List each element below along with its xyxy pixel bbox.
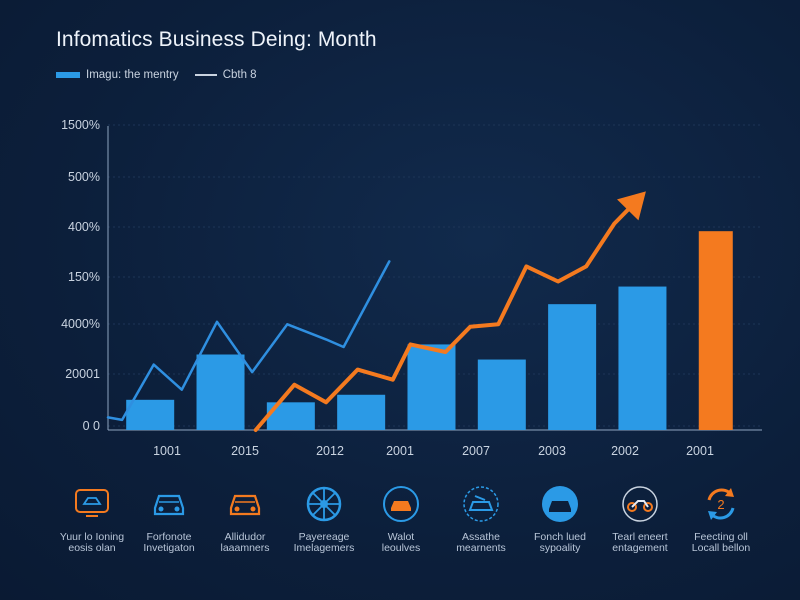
bar — [548, 304, 597, 430]
icon-label: Allidudor laaamners — [197, 532, 293, 554]
y-tick-label: 20001 — [65, 367, 100, 381]
bar — [337, 394, 386, 430]
car-repair-icon — [463, 486, 499, 522]
x-tick-label: 2001 — [686, 444, 714, 458]
legend: Imagu: the mentry Cbth 8 — [56, 67, 257, 83]
car-front-icon — [153, 494, 185, 516]
bar — [477, 359, 526, 430]
bar — [698, 231, 733, 430]
bar — [126, 399, 175, 430]
icon-label-line1: Assathe — [462, 531, 500, 543]
icon-label: Feecting oll Locall bellon — [673, 532, 769, 554]
icon-label: Payereage Imelagemers — [276, 532, 372, 554]
x-tick-label: 2001 — [386, 444, 414, 458]
chart-title: Infomatics Business Deing: Month — [56, 28, 377, 51]
y-tick-label: 500% — [68, 170, 100, 184]
icon-label: Walot leoulves — [353, 532, 449, 554]
icon-label-line1: Feecting oll — [694, 531, 748, 543]
icon-label-line2: Locall bellon — [691, 542, 751, 554]
icon-label-line1: Walot — [387, 531, 415, 543]
icon-label-line1: Fonch lued — [534, 531, 586, 543]
icon-label-line2: eosis olan — [68, 542, 116, 554]
icon-label-line1: Forfonote — [146, 531, 192, 543]
icon-label-line1: Allidudor — [224, 531, 266, 543]
icon-label: Tearl eneert entagement — [592, 532, 688, 554]
y-tick-label: 0 0 — [83, 419, 100, 433]
y-tick-label: 150% — [68, 270, 100, 284]
series-line-blue — [106, 260, 391, 422]
icon-label: Fonch lued sypoality — [512, 532, 608, 554]
x-tick-label: 2007 — [462, 444, 490, 458]
x-tick-label: 2012 — [316, 444, 344, 458]
car-front-orange-icon — [229, 494, 261, 516]
icon-item: Tearl eneert entagement — [592, 484, 688, 554]
recycle-icon: 2 — [707, 488, 735, 520]
monitor-car-icon — [75, 489, 109, 517]
icon-item: Payereage Imelagemers — [276, 484, 372, 554]
legend-bar-swatch — [56, 72, 80, 78]
y-tick-label: 4000% — [61, 317, 100, 331]
icon-item: Forfonote Invetigaton — [121, 484, 217, 554]
x-tick-label: 1001 — [153, 444, 181, 458]
icon-label-line1: Yuur lo Ioning — [59, 531, 125, 543]
icon-label: Assathe mearnents — [433, 532, 529, 554]
icon-label-line2: entagement — [612, 542, 668, 554]
series-line-orange — [253, 196, 641, 432]
icon-label: Forfonote Invetigaton — [121, 532, 217, 554]
icon-label-line2: mearnents — [456, 542, 506, 554]
y-tick-label: 400% — [68, 220, 100, 234]
wheel-icon — [306, 486, 342, 522]
arrow-head — [617, 191, 646, 221]
x-tick-label: 2015 — [231, 444, 259, 458]
legend-bar-label: Imagu: the mentry — [86, 69, 179, 81]
icon-item: Fonch lued sypoality — [512, 484, 608, 554]
icon-label-line2: laaamners — [220, 542, 270, 554]
car-badge-icon — [542, 486, 578, 522]
icon-item: Walot leoulves — [353, 484, 449, 554]
icon-label-line2: leoulves — [381, 542, 421, 554]
chart-canvas: 0 0 20001 4000% 150% 400% 500% 1500% 1001 2015 20… — [61, 118, 762, 458]
icon-item: Allidudor laaamners — [197, 484, 293, 554]
icon-row: Yuur lo Ioning eosis olan Forfonote Invetig… — [40, 484, 780, 584]
bar — [407, 344, 456, 430]
y-tick-label: 1500% — [61, 118, 100, 132]
icon-label-line1: Payereage — [298, 531, 350, 543]
x-tick-label: 2003 — [538, 444, 566, 458]
icon-label: Yuur lo Ioning eosis olan — [44, 532, 140, 554]
icon-label-line1: Tearl eneert — [612, 531, 668, 543]
icon-label-line2: sypoality — [539, 542, 581, 554]
motorcycle-icon — [622, 486, 658, 522]
legend-line-label: Cbth 8 — [222, 69, 257, 81]
icon-item: Assathe mearnents — [433, 484, 529, 554]
icon-item: Yuur lo Ioning eosis olan — [44, 484, 140, 554]
icon-item: 2 Feecting oll Locall bellon — [673, 484, 769, 554]
x-tick-label: 2002 — [611, 444, 639, 458]
bar — [196, 354, 245, 430]
icon-label-line2: Invetigaton — [143, 542, 195, 554]
car-circle-icon — [383, 486, 419, 522]
bar — [618, 286, 667, 430]
legend-line-swatch — [194, 74, 217, 76]
icon-label-line2: Imelagemers — [293, 542, 355, 554]
svg-text:2: 2 — [717, 497, 724, 512]
